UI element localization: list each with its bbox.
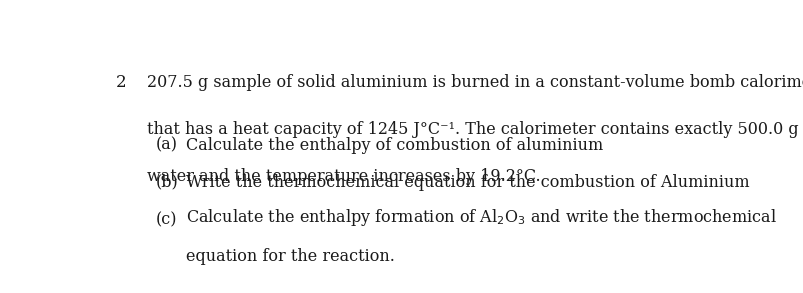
Text: 2: 2 — [116, 74, 127, 91]
Text: Write the thermochemical equation for the combustion of Aluminium: Write the thermochemical equation for th… — [186, 174, 749, 191]
Text: (a): (a) — [155, 137, 177, 154]
Text: 207.5 g sample of solid aluminium is burned in a constant-volume bomb calorimete: 207.5 g sample of solid aluminium is bur… — [147, 74, 803, 91]
Text: Calculate the enthalpy of combustion of aluminium: Calculate the enthalpy of combustion of … — [186, 137, 603, 154]
Text: Calculate the enthalpy formation of Al$_2$O$_3$ and write the thermochemical: Calculate the enthalpy formation of Al$_… — [186, 207, 777, 228]
Text: (c): (c) — [155, 211, 177, 228]
Text: equation for the reaction.: equation for the reaction. — [186, 248, 395, 265]
Text: water and the temperature increases by 19.2°C.: water and the temperature increases by 1… — [147, 168, 540, 185]
Text: (b): (b) — [155, 174, 177, 191]
Text: that has a heat capacity of 1245 J°C⁻¹. The calorimeter contains exactly 500.0 g: that has a heat capacity of 1245 J°C⁻¹. … — [147, 121, 803, 138]
